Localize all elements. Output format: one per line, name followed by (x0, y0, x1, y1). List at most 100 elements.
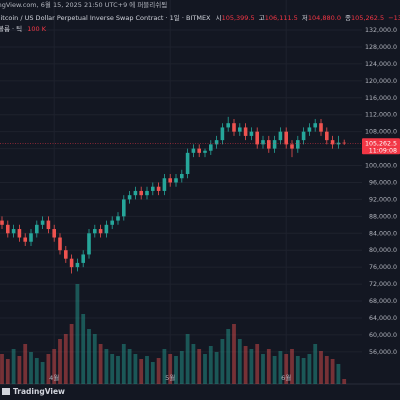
x-tick-label: 5월 (165, 373, 175, 382)
volume-bar (255, 344, 260, 384)
x-tick-label: 4월 (49, 373, 59, 382)
volume-bar (243, 346, 248, 384)
last-price-label: 105,262.5 (365, 140, 397, 147)
y-tick-label: 84,000.0 (369, 230, 397, 237)
candle-body (162, 178, 167, 191)
candle-body (272, 140, 277, 149)
volume-bar (87, 329, 91, 384)
volume-bar (145, 356, 149, 384)
y-tick-label: 120,000.0 (365, 78, 397, 85)
y-tick-label: 100,000.0 (365, 163, 397, 170)
candle-body (209, 144, 213, 151)
candle-body (284, 131, 288, 145)
volume-bar (121, 344, 126, 384)
volume-value: 100 K (27, 25, 46, 33)
candle-body (232, 123, 236, 132)
candle-body (203, 150, 207, 153)
y-tick-label: 128,000.0 (365, 44, 397, 51)
candle-body (191, 148, 196, 153)
close-prefix: 종 (345, 14, 351, 22)
candle-body (0, 220, 4, 225)
volume-bar (150, 362, 155, 384)
low-value: 104,880.0 (308, 14, 341, 22)
candle-body (220, 127, 225, 141)
candle-body (249, 131, 254, 136)
volume-bar (261, 354, 265, 384)
candle-body (116, 216, 120, 221)
volume-bar (232, 324, 236, 384)
volume-bar (330, 359, 335, 384)
volume-bar (203, 354, 207, 384)
volume-bar (208, 346, 213, 384)
volume-bar (342, 379, 347, 384)
volume-bar (92, 334, 97, 384)
volume-bar (336, 364, 341, 384)
candle-body (11, 229, 16, 234)
published-note: TradingView.com, 6월 15, 2025 21:50 UTC+9… (0, 0, 167, 9)
volume-bar (156, 358, 161, 384)
change-value: −137.0 (−0.13%) (388, 14, 400, 22)
candle-body (87, 233, 91, 255)
volume-bar (127, 349, 132, 384)
candle-body (307, 127, 312, 132)
volume-bar (278, 351, 283, 384)
candle-body (6, 224, 10, 234)
logo-icon (2, 388, 10, 395)
volume-bar (220, 339, 225, 384)
axis-labels: 132,000.0 128,000.0 124,000.0 120,000.0 116,… (0, 27, 400, 382)
close-value: 105,262.5 (351, 14, 384, 22)
volume-bar (40, 362, 45, 384)
candle-body (278, 131, 283, 141)
volume-bar (58, 339, 62, 384)
open-value: 105,399.5 (222, 14, 255, 22)
candle-body (267, 140, 271, 149)
candle-body (238, 127, 242, 132)
candle-body (261, 140, 265, 145)
candle-body (23, 237, 27, 242)
candle-body (296, 140, 300, 149)
volume-bar (324, 356, 329, 384)
y-tick-label: 64,000.0 (369, 315, 397, 322)
candle-body (313, 123, 317, 128)
y-tick-label: 92,000.0 (369, 196, 397, 203)
candle-body (342, 142, 346, 144)
candle-body (319, 123, 323, 132)
volume-bar (116, 356, 120, 384)
candle-body (69, 258, 74, 268)
candle-body (145, 190, 149, 196)
candle-body (46, 220, 51, 230)
volume-bar (249, 349, 254, 384)
candles (0, 116, 346, 274)
volume-bar (17, 356, 22, 384)
candle-body (139, 190, 143, 196)
volume-bar (29, 352, 33, 384)
open-prefix: 시 (216, 14, 222, 22)
candle-body (325, 131, 329, 141)
last-price-badge (362, 138, 400, 155)
candle-body (214, 140, 219, 145)
candle-body (110, 220, 114, 225)
candle-body (156, 186, 161, 191)
candle-body (290, 144, 294, 149)
y-tick-label: 132,000.0 (365, 27, 397, 34)
high-value: 106,111.5 (265, 14, 298, 22)
candle-body (75, 262, 80, 268)
volume-bar (162, 349, 167, 384)
y-tick-label: 72,000.0 (369, 281, 397, 288)
grid (0, 0, 362, 384)
candle-body (58, 237, 62, 251)
candle-body (98, 229, 103, 234)
volume-bar (301, 358, 306, 384)
volume-bar (179, 351, 184, 384)
volume-bar (0, 354, 4, 384)
volume-bar (319, 351, 323, 384)
candle-body (104, 224, 109, 234)
y-tick-label: 88,000.0 (369, 213, 397, 220)
candle-body (122, 199, 126, 217)
y-tick-label: 116,000.0 (365, 95, 397, 102)
candle-body (127, 195, 132, 200)
volume-bar (174, 356, 178, 384)
candle-body (180, 174, 184, 179)
candle-body (93, 229, 97, 234)
